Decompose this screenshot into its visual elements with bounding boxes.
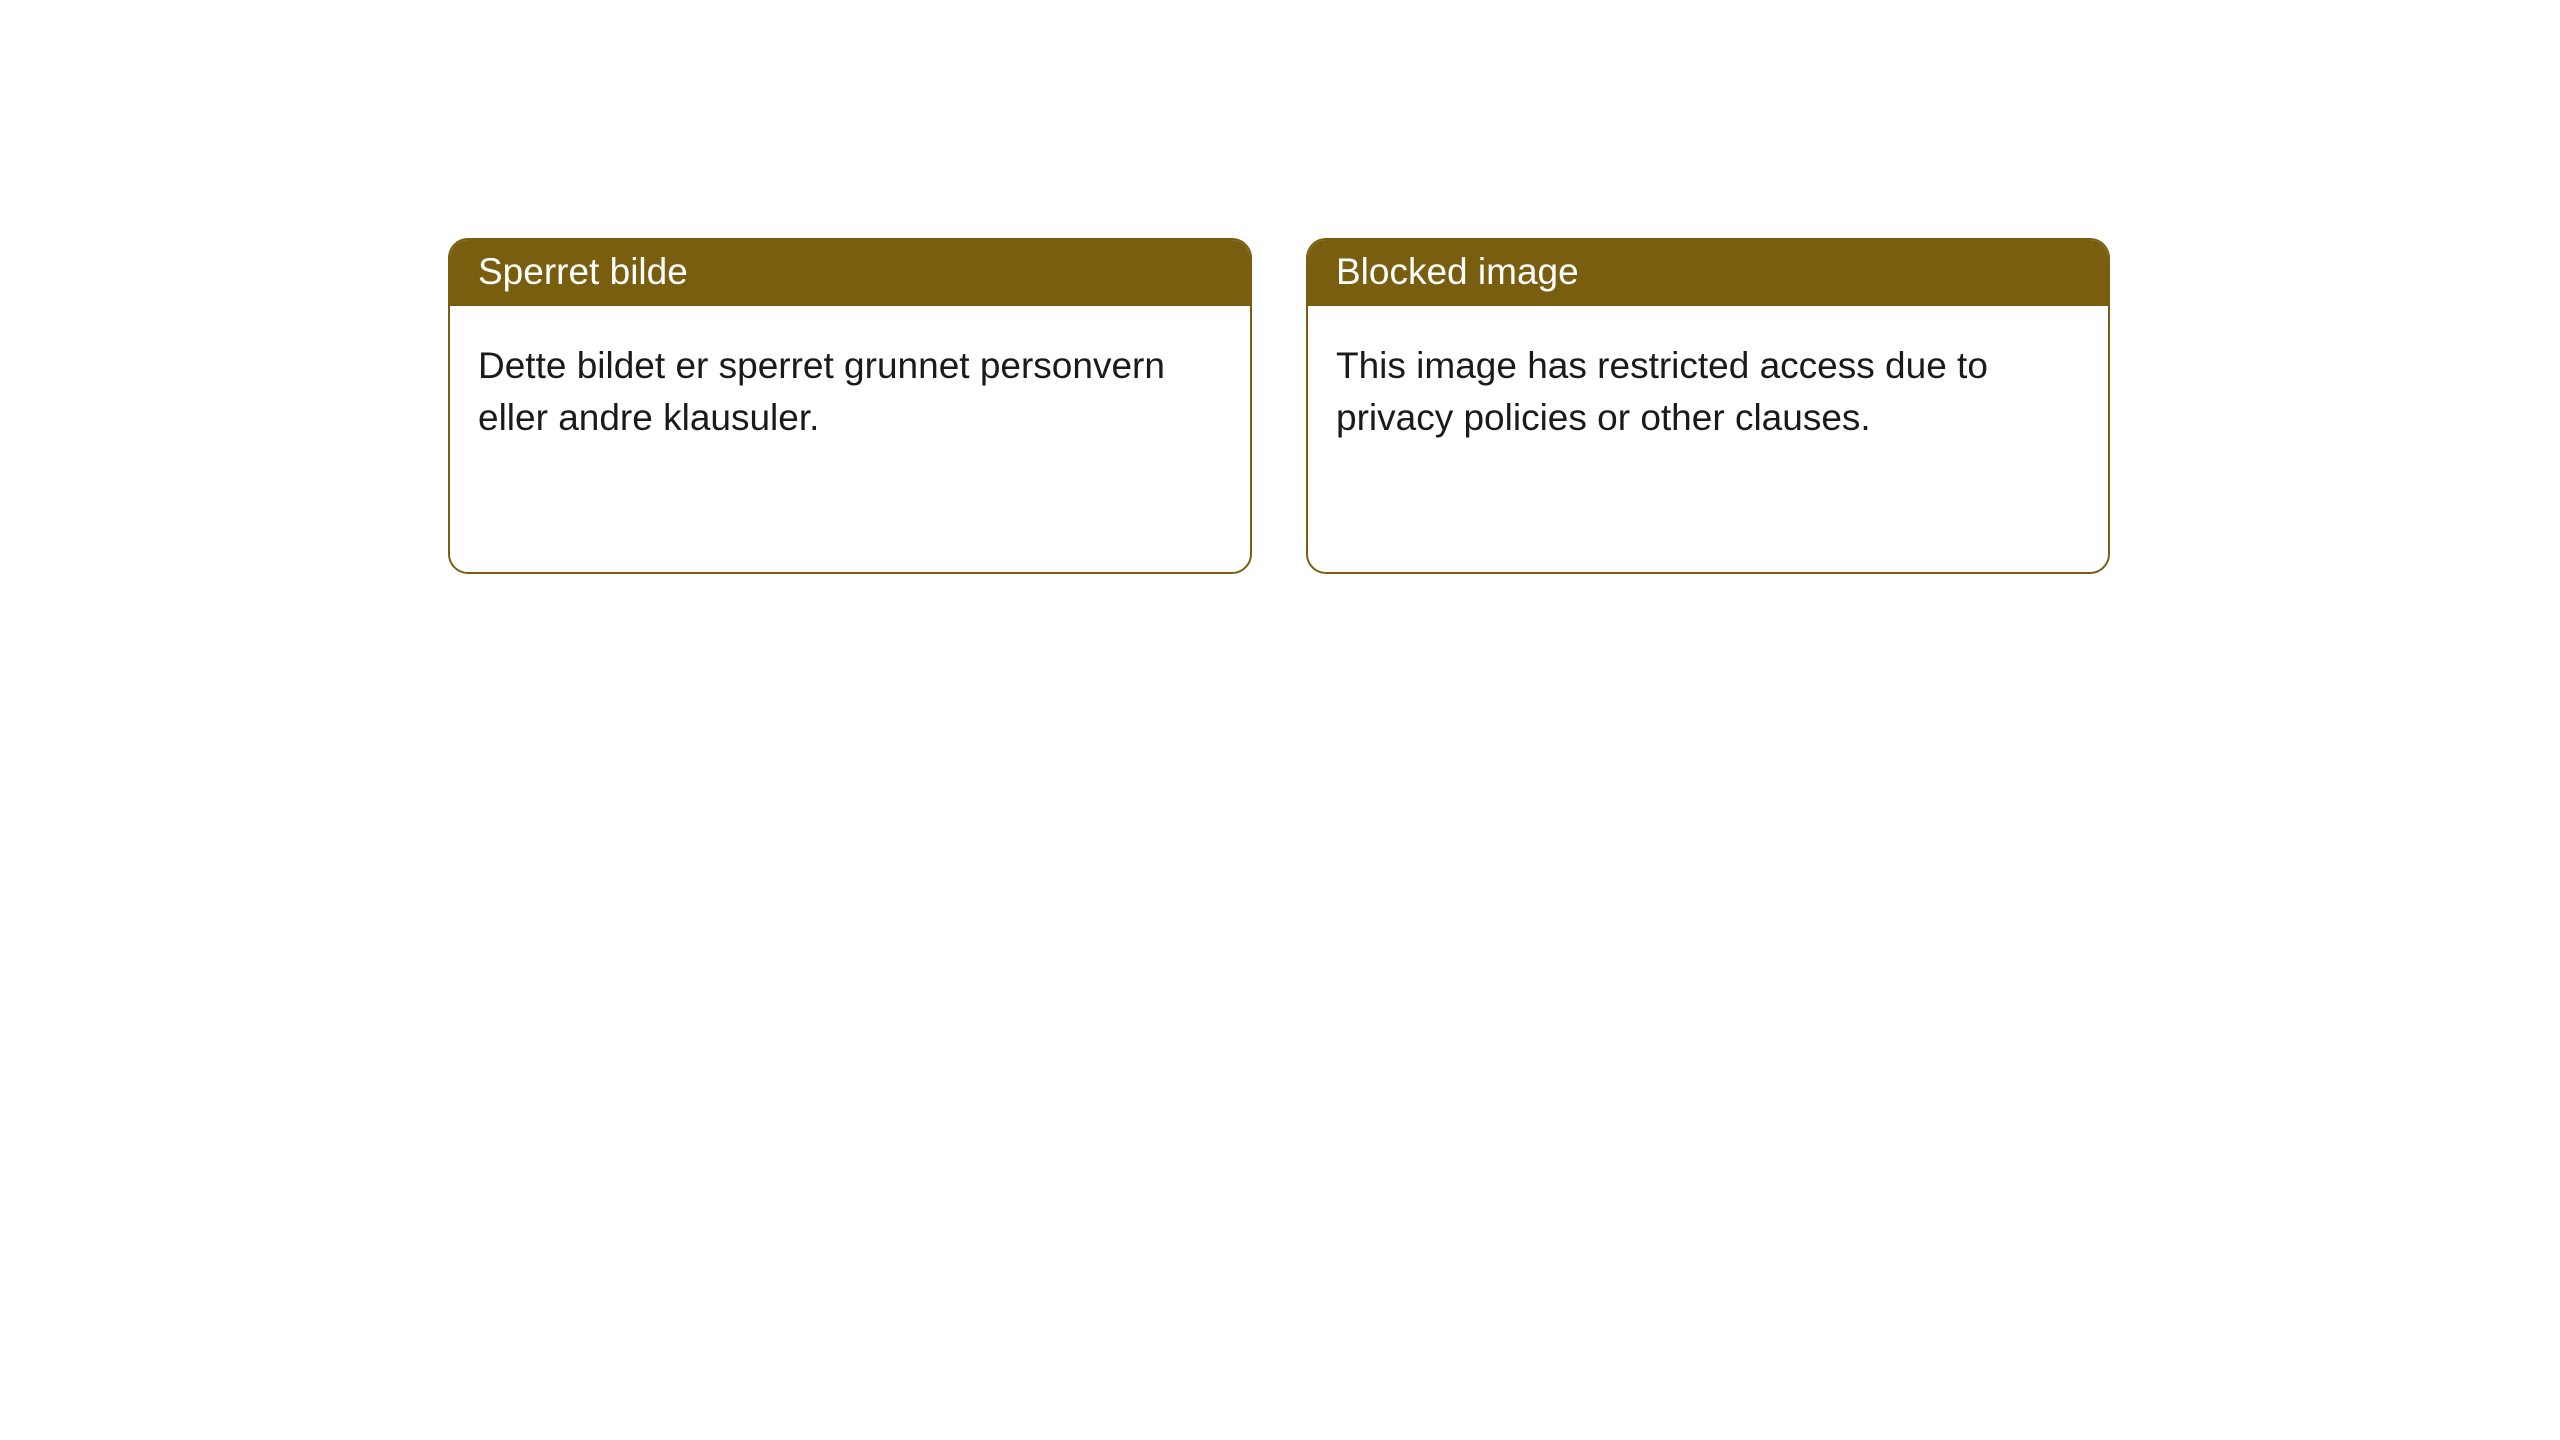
notice-card-english: Blocked image This image has restricted … (1306, 238, 2110, 574)
notice-header: Blocked image (1308, 240, 2108, 306)
notice-header-text: Blocked image (1336, 251, 1579, 292)
notice-card-norwegian: Sperret bilde Dette bildet er sperret gr… (448, 238, 1252, 574)
notice-body-text: This image has restricted access due to … (1336, 345, 1988, 438)
notice-body-text: Dette bildet er sperret grunnet personve… (478, 345, 1165, 438)
notice-container: Sperret bilde Dette bildet er sperret gr… (0, 0, 2560, 574)
notice-header-text: Sperret bilde (478, 251, 688, 292)
notice-body: This image has restricted access due to … (1308, 306, 2108, 478)
notice-header: Sperret bilde (450, 240, 1250, 306)
notice-body: Dette bildet er sperret grunnet personve… (450, 306, 1250, 478)
